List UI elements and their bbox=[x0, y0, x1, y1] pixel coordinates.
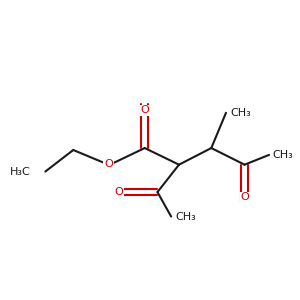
Text: CH₃: CH₃ bbox=[230, 108, 251, 118]
Text: CH₃: CH₃ bbox=[176, 212, 196, 222]
Text: O: O bbox=[240, 193, 249, 202]
Text: H₃C: H₃C bbox=[10, 167, 31, 176]
Text: O: O bbox=[114, 187, 123, 197]
Text: CH₃: CH₃ bbox=[272, 150, 293, 160]
Text: O: O bbox=[140, 105, 149, 116]
Text: O: O bbox=[104, 159, 113, 169]
